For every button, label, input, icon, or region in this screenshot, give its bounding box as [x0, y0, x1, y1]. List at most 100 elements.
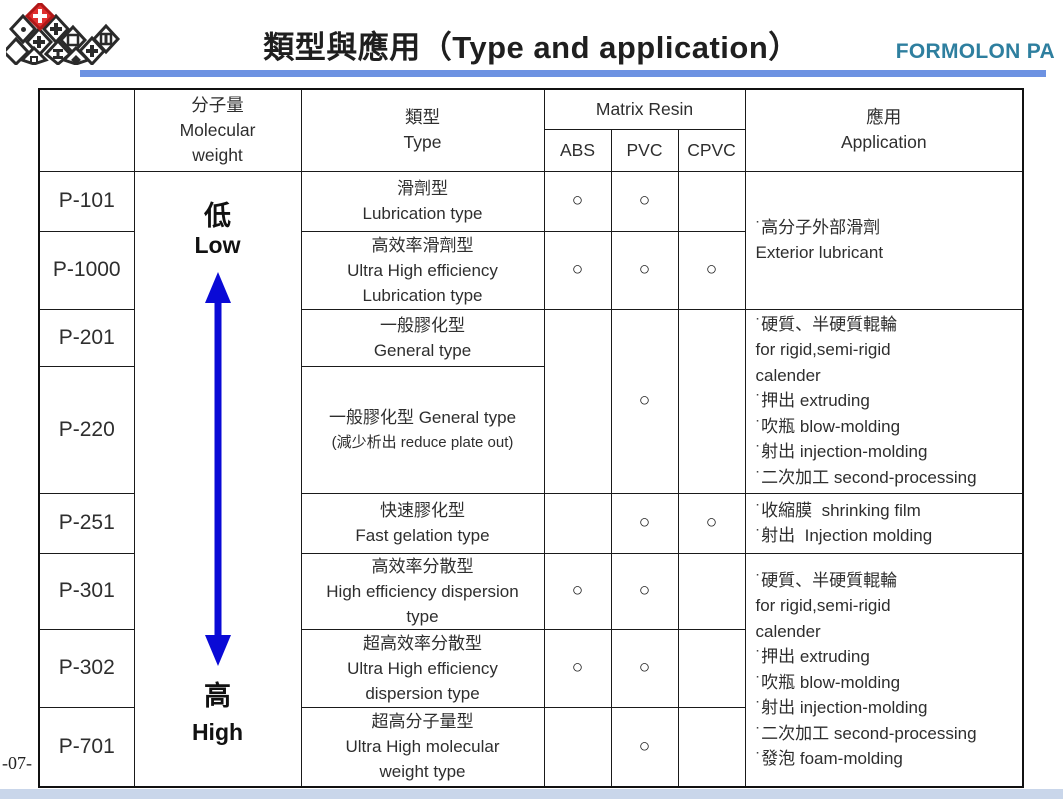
matrix-cpvc-mark — [677, 706, 746, 788]
type-application-table: 分子量 Molecular weight 類型 Type Matrix Resi… — [38, 88, 1024, 788]
application-line: ˙硬質、半硬質輥輪 — [755, 314, 898, 334]
header-application: 應用 Application — [744, 88, 1024, 172]
header-cpvc: CPVC — [677, 128, 746, 172]
matrix-cpvc-mark: ○ — [677, 492, 746, 554]
matrix-pvc-mark: ○ — [610, 492, 679, 554]
application-line: ˙二次加工 second-processing — [755, 723, 977, 743]
scale-high-en: High — [191, 718, 244, 745]
matrix-abs-mark — [543, 308, 612, 494]
application-line: ˙射出 injection-molding — [755, 442, 928, 462]
header-pvc: PVC — [610, 128, 679, 172]
matrix-abs-mark — [543, 706, 612, 788]
double-arrow-icon — [204, 271, 231, 666]
scale-high-zh: 高 — [204, 680, 231, 711]
type-line: Lubrication type — [362, 204, 483, 223]
application-line: ˙發泡 foam-molding — [755, 749, 903, 769]
matrix-abs-mark: ○ — [543, 552, 612, 630]
type-cell: 一般膠化型 General type (減少析出 reduce plate ou… — [300, 365, 545, 494]
brand-text: FORMOLON PA — [895, 40, 1055, 63]
matrix-cpvc-mark — [677, 308, 746, 494]
table-row: P-101 低 Low 高 High 滑劑型 Lubrication type … — [38, 170, 1024, 788]
type-cell: 滑劑型 Lubrication type — [300, 170, 545, 232]
application-line: ˙吹瓶 blow-molding — [755, 416, 901, 436]
application-line: for rigid,semi-rigid — [755, 340, 891, 360]
type-line: General type — [373, 340, 472, 360]
matrix-cpvc-mark — [677, 170, 746, 232]
product-code: P-220 — [38, 365, 135, 494]
type-line: High efficiency dispersion — [326, 581, 519, 601]
type-cell: 超高效率分散型 Ultra High efficiency dispersion… — [300, 628, 545, 708]
type-line: 一般膠化型 — [380, 315, 465, 335]
header-application-en: Application — [840, 132, 927, 153]
type-line: dispersion type — [365, 683, 480, 703]
type-line: Fast gelation type — [355, 526, 490, 545]
footer-bar — [0, 789, 1063, 799]
matrix-abs-mark: ○ — [543, 230, 612, 310]
application-line: ˙押出 extruding — [755, 391, 870, 411]
matrix-cpvc-mark — [677, 628, 746, 708]
matrix-pvc-mark: ○ — [610, 552, 679, 630]
matrix-cpvc-mark — [677, 552, 746, 630]
page-title: 類型與應用（Type and application） — [263, 30, 800, 65]
application-line: ˙高分子外部滑劑 — [755, 217, 881, 237]
type-line: weight type — [379, 762, 466, 782]
type-line: 滑劑型 — [397, 179, 448, 198]
application-line: ˙硬質、半硬質輥輪 — [755, 570, 898, 590]
table-row: P-301 高效率分散型 High efficiency dispersion … — [38, 552, 1024, 788]
application-line: ˙押出 extruding — [755, 647, 870, 667]
header-type: 類型 Type — [300, 88, 545, 172]
application-line: Exterior lubricant — [755, 243, 884, 262]
application-cell: ˙硬質、半硬質輥輪 for rigid,semi-rigid calender … — [744, 308, 1024, 494]
header-type-en: Type — [403, 132, 442, 153]
type-cell: 高效率分散型 High efficiency dispersion type — [300, 552, 545, 630]
table-row: P-251 快速膠化型 Fast gelation type ○ ○ ˙收縮膜 … — [38, 492, 1024, 554]
product-code: P-1000 — [38, 230, 135, 310]
type-line: 快速膠化型 — [380, 501, 465, 520]
matrix-pvc-mark: ○ — [610, 308, 679, 494]
type-line: Ultra High efficiency — [347, 260, 498, 280]
application-line: ˙射出 injection-molding — [755, 698, 928, 718]
application-line: calender — [755, 621, 821, 641]
type-line: 高效率分散型 — [371, 556, 474, 576]
application-line: ˙射出 Injection molding — [755, 526, 933, 545]
application-cell: ˙收縮膜 shrinking film ˙射出 Injection moldin… — [744, 492, 1024, 554]
scale-low-zh: 低 — [204, 200, 231, 231]
header-molecular-weight: 分子量 Molecular weight — [133, 88, 302, 172]
matrix-abs-mark — [543, 492, 612, 554]
application-line: for rigid,semi-rigid — [755, 596, 891, 616]
table-row: P-302 超高效率分散型 Ultra High efficiency disp… — [38, 628, 1023, 708]
product-code: P-251 — [38, 492, 135, 554]
type-line: type — [406, 606, 439, 626]
formosa-plastics-logo — [6, 3, 121, 65]
application-cell: ˙硬質、半硬質輥輪 for rigid,semi-rigid calender … — [744, 552, 1024, 788]
product-code: P-201 — [38, 308, 135, 367]
product-code: P-101 — [38, 170, 135, 232]
matrix-pvc-mark: ○ — [610, 230, 679, 310]
application-line: ˙吹瓶 blow-molding — [755, 672, 901, 692]
type-line: 一般膠化型 General type — [328, 407, 517, 427]
application-line: ˙二次加工 second-processing — [755, 467, 977, 487]
table-row: P-701 超高分子量型 Ultra High molecular weight… — [38, 706, 1023, 788]
application-cell: ˙高分子外部滑劑 Exterior lubricant — [744, 170, 1024, 310]
page-number: -07- — [2, 753, 32, 773]
matrix-cpvc-mark: ○ — [677, 230, 746, 310]
scale-low-en: Low — [194, 231, 241, 258]
header-molecular-weight-en: Molecular weight — [179, 119, 256, 165]
header-application-zh: 應用 — [866, 107, 902, 128]
molecular-weight-scale-cell: 低 Low 高 High — [133, 170, 302, 788]
product-code: P-701 — [38, 706, 135, 788]
header-molecular-weight-zh: 分子量 — [191, 94, 244, 115]
type-line: 高效率滑劑型 — [371, 235, 474, 255]
header-code — [38, 88, 135, 172]
header-type-zh: 類型 — [405, 107, 440, 128]
matrix-pvc-mark: ○ — [610, 170, 679, 232]
matrix-pvc-mark: ○ — [610, 706, 679, 788]
application-line: ˙收縮膜 shrinking film — [755, 500, 921, 520]
header-divider-bar — [80, 70, 1046, 77]
matrix-abs-mark: ○ — [543, 628, 612, 708]
type-line: 超高分子量型 — [371, 712, 474, 732]
type-line: (減少析出 reduce plate out) — [331, 433, 514, 451]
type-cell: 快速膠化型 Fast gelation type — [300, 492, 545, 554]
type-cell: 超高分子量型 Ultra High molecular weight type — [300, 706, 545, 788]
type-line: Lubrication type — [362, 285, 483, 305]
